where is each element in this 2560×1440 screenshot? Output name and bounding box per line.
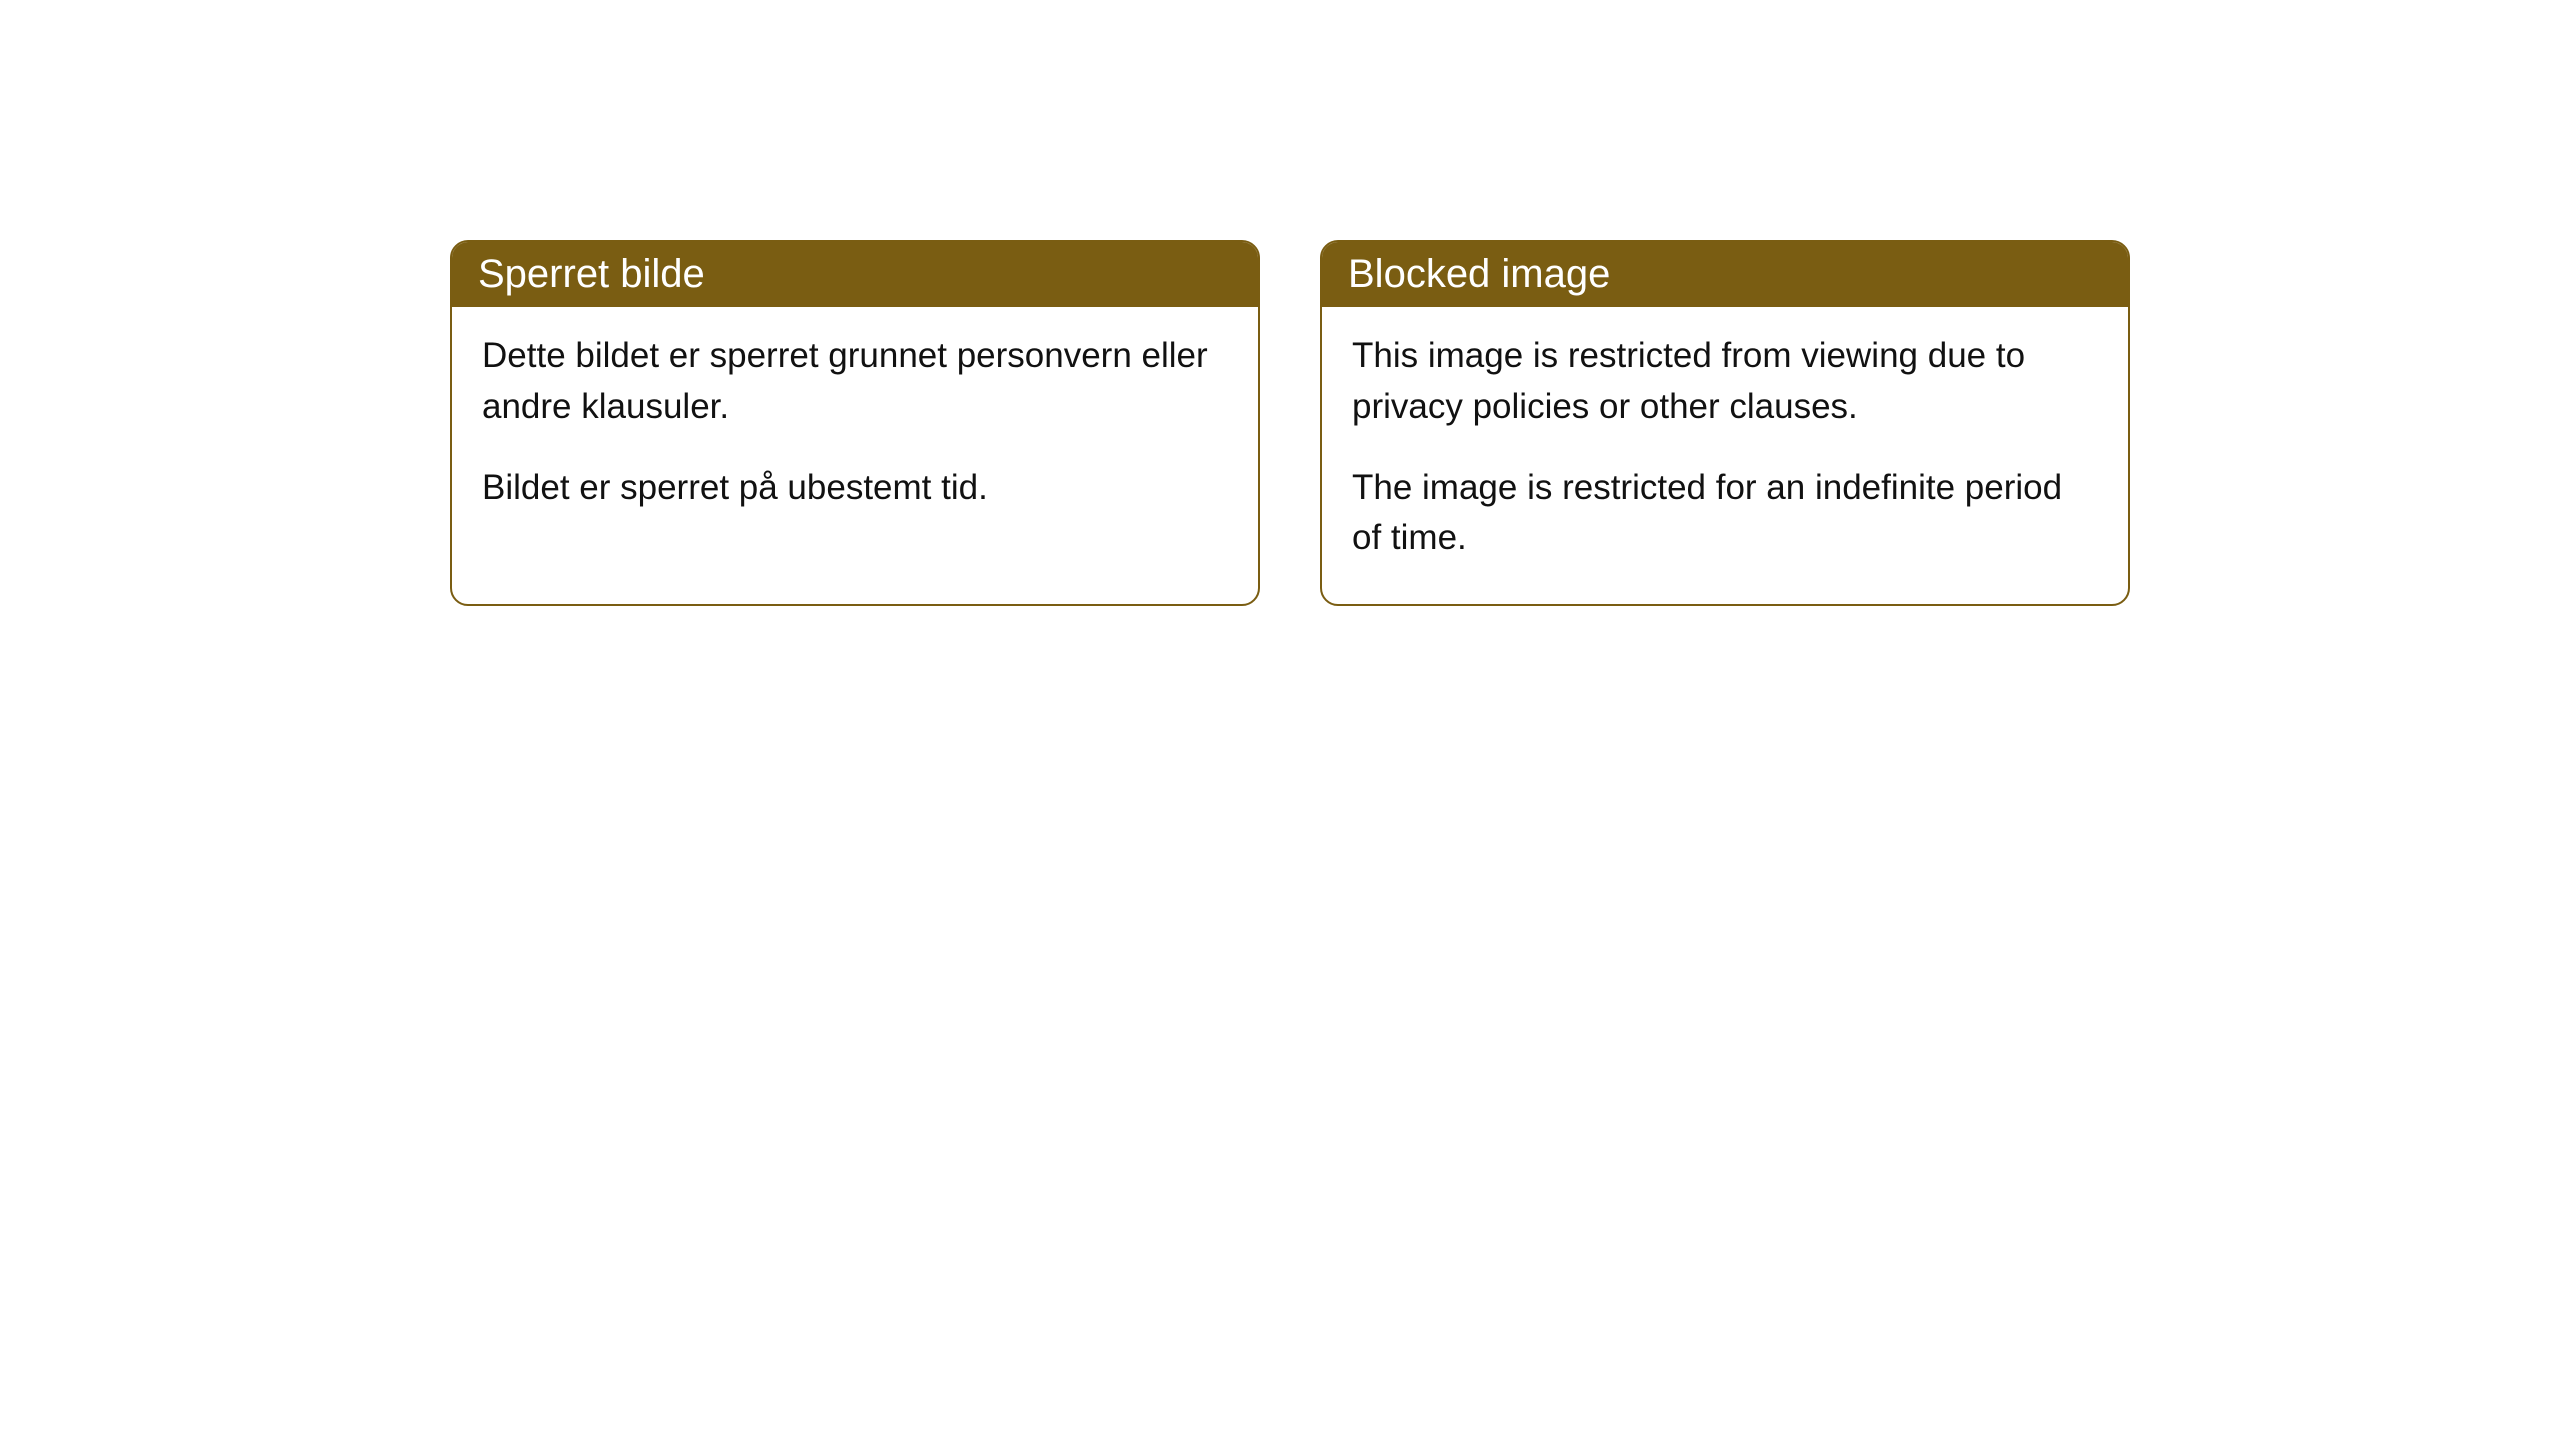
notice-container: Sperret bilde Dette bildet er sperret gr… (0, 0, 2560, 606)
notice-text-2: The image is restricted for an indefinit… (1352, 463, 2098, 565)
notice-header-english: Blocked image (1322, 242, 2128, 307)
notice-text-1: This image is restricted from viewing du… (1352, 331, 2098, 433)
notice-header-norwegian: Sperret bilde (452, 242, 1258, 307)
notice-text-1: Dette bildet er sperret grunnet personve… (482, 331, 1228, 433)
notice-body-english: This image is restricted from viewing du… (1322, 307, 2128, 604)
notice-text-2: Bildet er sperret på ubestemt tid. (482, 463, 1228, 514)
notice-body-norwegian: Dette bildet er sperret grunnet personve… (452, 307, 1258, 553)
notice-card-english: Blocked image This image is restricted f… (1320, 240, 2130, 606)
notice-card-norwegian: Sperret bilde Dette bildet er sperret gr… (450, 240, 1260, 606)
